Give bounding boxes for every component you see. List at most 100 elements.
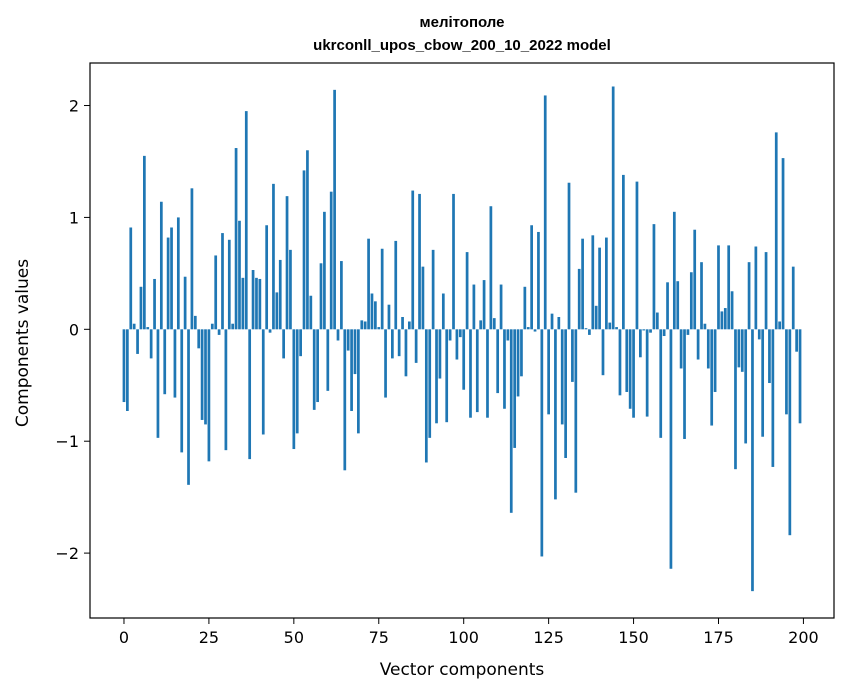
bar-112	[503, 329, 506, 409]
bar-94	[441, 293, 445, 330]
bar-9	[153, 278, 156, 330]
bar-51	[295, 329, 299, 434]
bar-82	[401, 317, 404, 330]
bar-96	[448, 329, 452, 341]
bar-143	[608, 322, 612, 330]
bar-118	[523, 286, 527, 330]
bar-0	[122, 329, 126, 403]
bar-102	[469, 329, 472, 418]
bar-168	[693, 229, 697, 330]
bar-93	[438, 329, 442, 379]
bar-69	[357, 329, 360, 434]
bar-20	[190, 188, 194, 330]
bar-92	[435, 329, 438, 424]
bar-163	[676, 281, 680, 330]
bar-145	[615, 327, 618, 330]
bar-22	[197, 329, 201, 349]
x-tick-label: 175	[703, 628, 734, 647]
bar-199	[798, 329, 802, 424]
bar-62	[333, 89, 336, 330]
bar-109	[492, 318, 496, 330]
bar-175	[717, 245, 720, 330]
x-tick-label: 50	[284, 628, 304, 647]
bar-138	[591, 235, 595, 330]
bar-154	[645, 329, 649, 417]
bar-133	[574, 329, 578, 493]
bar-155	[649, 329, 652, 333]
bar-100	[462, 329, 466, 390]
bar-23	[200, 329, 204, 420]
bar-132	[571, 329, 574, 382]
bar-14	[170, 227, 173, 330]
bar-169	[696, 329, 700, 360]
bar-99	[458, 329, 462, 338]
bar-15	[173, 329, 177, 398]
y-axis-ticks: −2 −1 0 1 2	[55, 97, 90, 563]
bar-113	[506, 329, 510, 341]
bar-106	[482, 280, 486, 330]
bar-181	[737, 329, 741, 368]
bar-71	[363, 321, 367, 330]
y-tick-label: 1	[69, 208, 79, 227]
bar-53	[302, 170, 306, 330]
bar-187	[757, 329, 761, 340]
bar-61	[329, 191, 333, 330]
bar-146	[618, 329, 622, 396]
y-tick-label: −1	[55, 432, 79, 451]
bar-167	[689, 272, 693, 330]
bar-59	[323, 211, 326, 330]
bar-176	[720, 311, 724, 330]
chart-subtitle: ukrconll_upos_cbow_200_10_2022 model	[313, 37, 611, 54]
bar-39	[255, 277, 258, 330]
bar-11	[159, 201, 163, 330]
bar-26	[210, 323, 214, 330]
bar-157	[655, 312, 659, 330]
bar-162	[672, 211, 676, 330]
bar-87	[418, 193, 421, 330]
bar-110	[496, 329, 500, 394]
bar-190	[768, 329, 771, 384]
bar-139	[594, 305, 598, 330]
bar-170	[700, 262, 703, 330]
bar-24	[204, 329, 207, 425]
bar-150	[632, 329, 635, 418]
bar-98	[455, 329, 459, 360]
bar-8	[149, 329, 153, 359]
bar-179	[730, 291, 734, 330]
bar-30	[224, 329, 228, 451]
bar-55	[309, 295, 313, 330]
bar-189	[764, 252, 768, 330]
x-tick-label: 150	[618, 628, 649, 647]
bar-66	[346, 329, 350, 351]
chart-title: мелітополе	[420, 14, 505, 31]
bar-91	[431, 249, 435, 330]
bar-74	[374, 301, 377, 330]
bar-86	[414, 329, 418, 363]
bar-126	[550, 313, 554, 330]
bar-52	[299, 329, 302, 357]
bar-70	[360, 320, 364, 330]
bar-1	[126, 329, 129, 411]
bar-158	[659, 329, 663, 438]
bar-31	[227, 239, 231, 330]
bar-188	[761, 329, 765, 437]
bar-130	[564, 329, 567, 458]
bar-152	[639, 329, 642, 358]
bar-78	[387, 304, 391, 330]
x-tick-label: 200	[788, 628, 819, 647]
bar-68	[353, 329, 357, 375]
bar-123	[540, 329, 544, 557]
bar-56	[312, 329, 316, 410]
bar-153	[642, 329, 646, 331]
bar-60	[326, 329, 330, 391]
bar-197	[791, 266, 795, 330]
bar-38	[251, 270, 255, 330]
bar-19	[187, 329, 190, 485]
bar-12	[163, 329, 167, 395]
bar-72	[367, 238, 370, 330]
bar-46	[278, 259, 282, 330]
bar-79	[391, 329, 394, 359]
bar-125	[547, 329, 550, 415]
bar-50	[292, 329, 296, 450]
plot-frame	[89, 62, 835, 619]
